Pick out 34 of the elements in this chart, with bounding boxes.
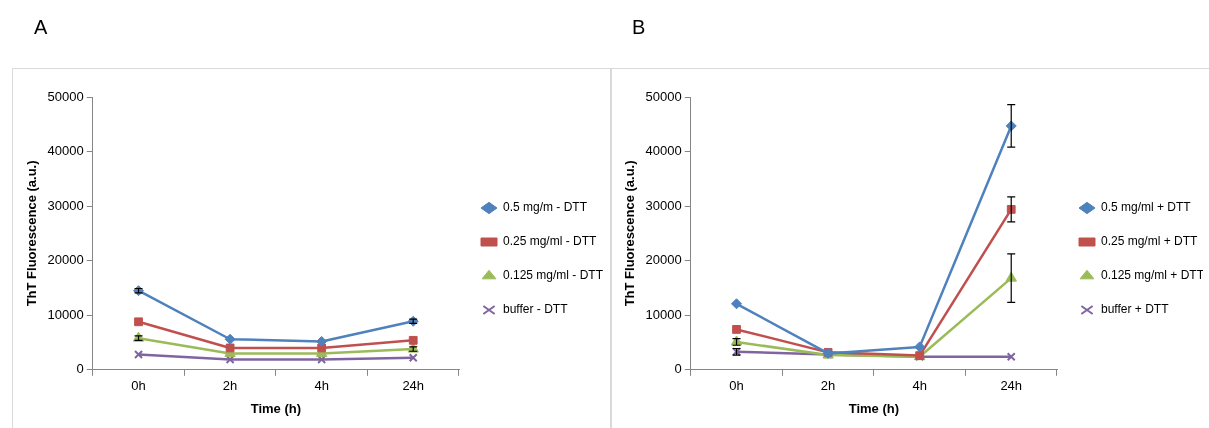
x-tick-label: 24h (1000, 378, 1023, 394)
y-tick-label: 0 (674, 361, 682, 377)
x-tick-label: 0h (131, 378, 146, 394)
x-tick-label: 2h (820, 378, 836, 394)
legend-label: buffer + DTT (1101, 302, 1170, 317)
y-tick-label: 30000 (645, 197, 682, 213)
legend-label: 0.125 mg/ml + DTT (1101, 268, 1205, 283)
x-axis-title: Time (h) (848, 400, 900, 416)
chart-title: B (632, 16, 646, 39)
y-tick-label: 10000 (645, 306, 682, 322)
legend-label: 0.5 mg/ml + DTT (1101, 200, 1192, 215)
x-axis-title: Time (h) (250, 400, 302, 416)
y-tick-label: 50000 (47, 88, 84, 104)
legend-label: 0.125 mg/ml - DTT (503, 268, 604, 283)
y-tick-label: 40000 (645, 143, 682, 159)
y-tick-label: 20000 (47, 252, 84, 268)
x-tick-label: 4h (314, 378, 329, 394)
x-tick-label: 4h (912, 378, 927, 394)
y-axis-title: ThT Fluorescence (a.u.) (622, 160, 638, 307)
legend-label: 0.25 mg/ml - DTT (503, 234, 598, 249)
x-tick-label: 24h (402, 378, 425, 394)
legend-label: 0.25 mg/ml + DTT (1101, 234, 1199, 249)
y-tick-label: 50000 (645, 88, 682, 104)
legend-label: buffer - DTT (503, 302, 569, 317)
chart-title: A (34, 16, 48, 39)
y-axis-title: ThT Fluorescence (a.u.) (24, 160, 40, 307)
y-tick-label: 10000 (47, 306, 84, 322)
y-tick-label: 40000 (47, 143, 84, 159)
legend-label: 0.5 mg/m - DTT (503, 200, 588, 215)
y-tick-label: 0 (76, 361, 84, 377)
x-tick-label: 2h (222, 378, 238, 394)
x-tick-label: 0h (729, 378, 744, 394)
y-tick-label: 20000 (645, 252, 682, 268)
y-tick-label: 30000 (47, 197, 84, 213)
